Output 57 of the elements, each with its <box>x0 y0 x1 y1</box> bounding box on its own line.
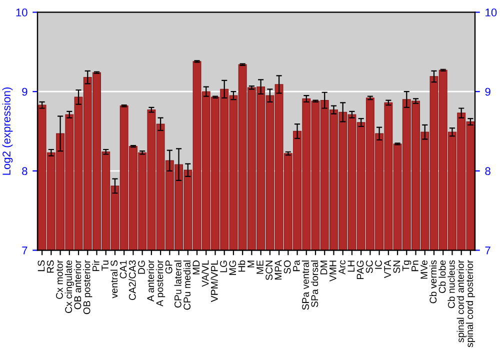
x-tick-label: M <box>248 260 254 268</box>
x-tick-label: CA2/CA3 <box>128 260 136 300</box>
x-tick-label: MPA <box>274 260 282 280</box>
x-tick-label: SN <box>393 260 400 274</box>
y-tick-label: 9 <box>22 88 28 96</box>
x-tick-label: LH <box>348 260 354 272</box>
x-tick-label: Tg <box>402 260 412 272</box>
x-tick-label: LS <box>38 260 45 272</box>
x-tick-label: ME <box>256 260 264 274</box>
x-tick-label: VA/VL <box>202 260 209 287</box>
x-tick-label: VPM/VPL <box>210 260 218 302</box>
x-tick-label: Tu <box>102 260 108 271</box>
x-tick-label: Cb vermis <box>429 260 437 304</box>
x-tick-label: Hb <box>238 260 246 272</box>
x-tick-label: GP <box>165 260 172 274</box>
y2-tick-label: 7 <box>485 246 490 254</box>
x-tick-label: CPu medial <box>183 260 190 310</box>
x-tick-label: DG <box>138 260 145 274</box>
x-tick-label: MD <box>192 260 200 274</box>
x-tick-label: Cx cingulate <box>64 260 74 313</box>
x-tick-label: OB posterior <box>83 260 92 314</box>
x-tick-label: VMH <box>330 260 336 282</box>
x-tick-label: PAG <box>356 260 364 279</box>
y2-tick-label: 9 <box>485 88 490 96</box>
x-tick-label: IC <box>375 260 382 269</box>
x-tick-label: SC <box>366 260 373 274</box>
x-tick-label: spinal cord anterior <box>456 260 466 342</box>
y-axis-title: Log2 (expression) <box>2 87 13 175</box>
x-tick-label: LG <box>220 260 227 272</box>
x-tick-label: SPa ventral <box>302 260 309 310</box>
x-tick-label: MVe <box>420 260 428 279</box>
x-tick-label: Cb nucleus <box>448 260 455 308</box>
x-tick-label: ventral S <box>110 260 118 298</box>
x-tick-label: DM <box>320 260 328 274</box>
x-tick-label: VTA <box>384 260 391 278</box>
x-tick-label: SPa dorsal <box>310 260 318 308</box>
x-tick-label: CA1 <box>120 260 127 278</box>
x-tick-label: Pa <box>293 260 300 272</box>
y2-tick-label: 8 <box>485 167 490 176</box>
x-tick-label: Cx motor <box>56 260 63 299</box>
x-tick-label: A posterior <box>156 260 166 306</box>
x-tick-label: Pn <box>412 260 418 272</box>
x-tick-label: RS <box>46 260 54 273</box>
x-tick-label: Arc <box>338 260 346 275</box>
y-tick-label: 7 <box>22 246 28 254</box>
y2-tick-label: 10 <box>486 8 497 16</box>
y-tick-label: 10 <box>16 8 28 16</box>
x-tick-label: OB anterior <box>74 260 82 310</box>
x-tick-label: Pir <box>92 260 100 272</box>
x-tick-label: MG <box>229 260 236 275</box>
x-tick-label: SCN <box>266 260 273 280</box>
x-tick-label: A anterior <box>146 260 154 302</box>
x-tick-label: Cb lobe <box>438 260 446 293</box>
x-tick-label: spinal cord posterior <box>466 260 475 348</box>
x-tick-label: CPu lateral <box>174 260 182 308</box>
x-tick-label: SO <box>284 260 291 274</box>
y-tick-label: 8 <box>22 167 28 176</box>
